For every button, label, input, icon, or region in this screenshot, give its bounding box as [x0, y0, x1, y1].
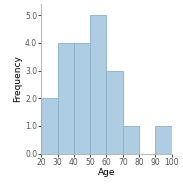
Bar — [41, 98, 58, 154]
X-axis label: Age: Age — [98, 168, 115, 177]
Bar — [155, 126, 172, 154]
Bar — [90, 15, 107, 154]
Bar — [58, 43, 74, 154]
Bar — [123, 126, 139, 154]
Bar — [107, 70, 123, 154]
Bar — [74, 43, 90, 154]
Y-axis label: Frequency: Frequency — [13, 56, 22, 102]
